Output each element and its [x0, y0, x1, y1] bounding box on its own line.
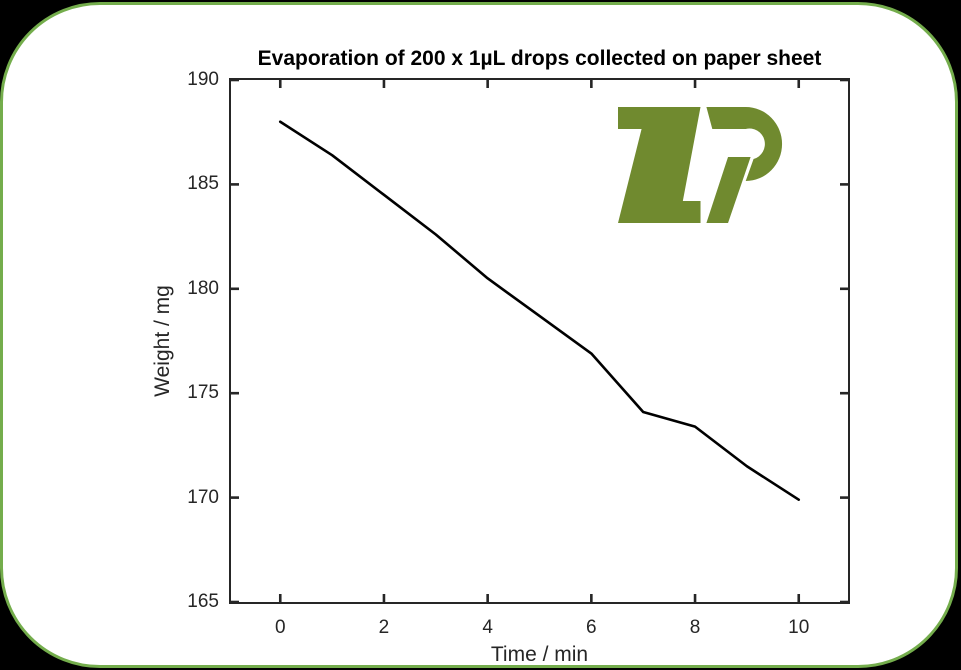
axis-tick — [797, 80, 801, 88]
chart-title: Evaporation of 200 x 1µL drops collected… — [257, 47, 822, 70]
line-plot — [231, 80, 848, 602]
axis-tick — [840, 183, 848, 186]
x-tick-label: 6 — [586, 617, 597, 638]
y-tick-label: 165 — [187, 591, 219, 612]
zp-logo-z-glyph — [618, 107, 701, 223]
axis-tick — [840, 287, 848, 291]
weight-data-line — [278, 120, 801, 501]
zp-logo-p-stem-glyph — [706, 157, 751, 223]
y-tick-label: 170 — [187, 486, 219, 508]
axis-tick — [693, 80, 697, 88]
axis-tick — [840, 391, 848, 395]
axis-tick — [231, 183, 239, 186]
y-axis-label: Weight / mg — [151, 285, 174, 397]
axis-tick — [278, 80, 282, 88]
x-tick-label: 2 — [378, 617, 390, 638]
y-tick-label: 190 — [187, 69, 219, 90]
zp-logo — [618, 107, 783, 223]
axis-tick — [840, 600, 848, 602]
axis-tick — [382, 80, 386, 88]
axis-tick — [231, 80, 239, 82]
x-axis-label: Time / min — [490, 643, 589, 666]
axis-tick — [382, 594, 386, 602]
axis-tick — [840, 496, 848, 499]
axis-tick — [486, 80, 489, 88]
axis-tick — [278, 594, 282, 602]
axis-tick — [231, 600, 239, 602]
x-tick-label: 8 — [689, 617, 701, 638]
axis-tick — [231, 391, 239, 395]
x-tick-label: 4 — [482, 617, 493, 638]
zp-logo-p-bowl-glyph — [706, 107, 783, 181]
y-tick-label: 180 — [187, 277, 219, 299]
axis-tick — [797, 594, 801, 602]
axis-tick — [590, 594, 593, 602]
axis-tick — [231, 287, 239, 291]
y-tick-label: 175 — [187, 382, 219, 404]
axis-tick — [840, 80, 848, 82]
axis-tick — [486, 594, 489, 602]
y-tick-label: 185 — [187, 173, 219, 195]
x-tick-label: 0 — [274, 617, 286, 638]
axis-tick — [693, 594, 697, 602]
x-tick-label: 10 — [788, 617, 810, 638]
axis-tick — [231, 496, 239, 499]
axis-tick — [590, 80, 593, 88]
